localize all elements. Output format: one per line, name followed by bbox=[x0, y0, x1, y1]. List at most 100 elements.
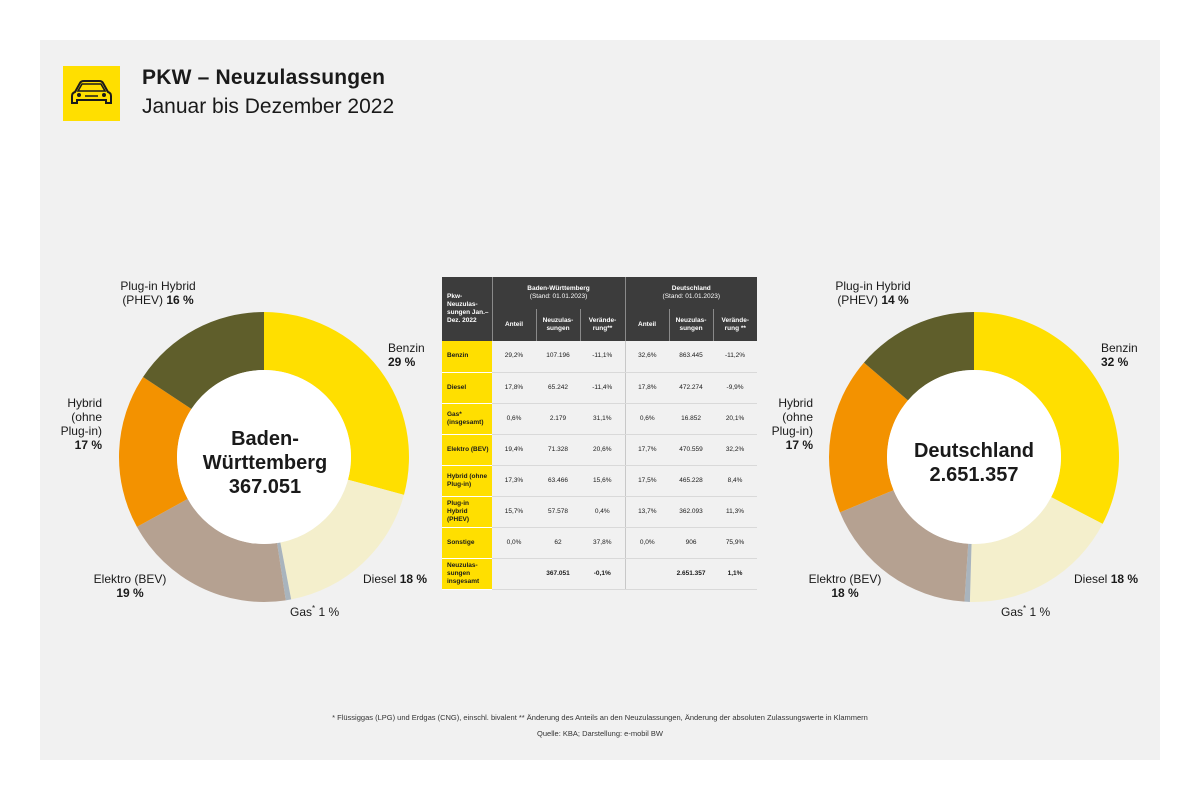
label-bw-phev: Plug-in Hybrid (PHEV) 16 % bbox=[108, 279, 208, 307]
label-bw-elektro-name: Elektro (BEV) bbox=[93, 572, 167, 586]
label-bw-benzin-name: Benzin bbox=[388, 341, 425, 355]
table-cell: 1,1% bbox=[713, 558, 758, 590]
table-cell: 2.179 bbox=[536, 403, 580, 435]
label-de-hybrid-sub1: (ohne bbox=[782, 410, 813, 424]
label-bw-phev-value: 16 % bbox=[166, 293, 194, 307]
table-cell: 13,7% bbox=[624, 496, 670, 528]
table-row: Benzin 29,2% 107.196 -11,1% 32,6% 863.445 -11,… bbox=[442, 341, 758, 373]
label-bw-hybrid-name: Hybrid bbox=[67, 396, 102, 410]
label-bw-benzin: Benzin 29 % bbox=[388, 341, 425, 369]
donut-bw-slice-0 bbox=[264, 312, 409, 495]
donut-bw-slice-5 bbox=[143, 312, 264, 410]
table-cell: -0,1% bbox=[580, 558, 626, 590]
table-row-label: Neuzulas-sungen insgesamt bbox=[442, 558, 492, 590]
label-bw-gas-name: Gas bbox=[290, 605, 313, 619]
table-cell: 17,3% bbox=[492, 465, 536, 497]
label-de-benzin-value: 32 % bbox=[1101, 355, 1129, 369]
donut-de-slice-4 bbox=[829, 362, 908, 513]
table-cell: -9,9% bbox=[713, 372, 758, 404]
table-cell: 62 bbox=[536, 527, 580, 559]
table-row-label: Elektro (BEV) bbox=[442, 434, 492, 466]
table-cell: 0,0% bbox=[624, 527, 670, 559]
table-row: Neuzulas-sungen insgesamt 367.051 -0,1% 2.6… bbox=[442, 558, 758, 590]
table-col-header: Neuzulas-sungen bbox=[669, 309, 714, 341]
label-de-diesel-name: Diesel bbox=[1074, 572, 1108, 586]
table-group-de-sub: (Stand: 01.01.2023) bbox=[662, 293, 721, 300]
center-label-de-line1: Deutschland bbox=[913, 440, 1035, 462]
label-bw-benzin-value: 29 % bbox=[388, 355, 416, 369]
table-cell: 472.274 bbox=[669, 372, 714, 404]
table-corner: Pkw-Neuzulas-sungen Jan.–Dez. 2022 bbox=[442, 277, 493, 341]
table-cell: 20,6% bbox=[580, 434, 626, 466]
label-bw-phev-name: Plug-in Hybrid bbox=[120, 279, 196, 293]
table-cell: 17,7% bbox=[624, 434, 670, 466]
table-cell: 32,2% bbox=[713, 434, 758, 466]
table-cell: -11,2% bbox=[713, 341, 758, 373]
table-cell: 75,9% bbox=[713, 527, 758, 559]
label-de-elektro: Elektro (BEV) 18 % bbox=[795, 572, 895, 600]
table-cell: 32,6% bbox=[624, 341, 670, 373]
label-bw-hybrid-sub1: (ohne bbox=[71, 410, 102, 424]
footnote-text: * Flüssiggas (LPG) und Erdgas (CNG), ein… bbox=[332, 713, 868, 722]
label-de-hybrid-name: Hybrid bbox=[778, 396, 813, 410]
table-cell bbox=[624, 558, 670, 590]
label-de-gas-value: 1 % bbox=[1029, 605, 1051, 619]
donut-chart-bw bbox=[119, 312, 409, 602]
label-de-diesel-value: 18 % bbox=[1110, 572, 1139, 586]
table-col-header: Anteil bbox=[625, 309, 670, 341]
table-cell: 20,1% bbox=[713, 403, 758, 435]
label-bw-gas-asterisk: * bbox=[312, 604, 316, 613]
table-cell: 15,6% bbox=[580, 465, 626, 497]
donut-de-center-hole bbox=[887, 370, 1061, 544]
label-bw-diesel: Diesel 18 % bbox=[363, 572, 427, 586]
registration-table: Pkw-Neuzulas-sungen Jan.–Dez. 2022 Baden… bbox=[442, 277, 758, 590]
table-cell: 863.445 bbox=[669, 341, 714, 373]
page-title: PKW – Neuzulassungen bbox=[142, 66, 386, 89]
table-cell: 65.242 bbox=[536, 372, 580, 404]
table-row: Elektro (BEV) 19,4% 71.328 20,6% 17,7% 470.55… bbox=[442, 434, 758, 466]
table-row: Gas* (insgesamt) 0,6% 2.179 31,1% 0,6% 16.852… bbox=[442, 403, 758, 435]
table-row: Sonstige 0,0% 62 37,8% 0,0% 906 75,9% bbox=[442, 527, 758, 559]
label-bw-hybrid-sub2: Plug-in) bbox=[60, 424, 102, 438]
table-row-label: Benzin bbox=[442, 341, 492, 373]
table-col-header: Verände-rung ** bbox=[713, 309, 758, 341]
label-de-phev-sub: (PHEV) bbox=[837, 293, 878, 307]
table-cell: 29,2% bbox=[492, 341, 536, 373]
table-group-bw-name: Baden-Württemberg bbox=[527, 285, 590, 292]
label-bw-elektro-value: 19 % bbox=[116, 586, 144, 600]
center-label-bw-total: 367.051 bbox=[228, 476, 302, 498]
table-cell: 31,1% bbox=[580, 403, 626, 435]
table-cell: 17,8% bbox=[624, 372, 670, 404]
label-de-elektro-value: 18 % bbox=[831, 586, 859, 600]
label-de-gas-asterisk: * bbox=[1023, 604, 1027, 613]
label-de-gas-name: Gas bbox=[1001, 605, 1024, 619]
table-group-de: Deutschland (Stand: 01.01.2023) bbox=[625, 277, 758, 309]
center-label-de-total: 2.651.357 bbox=[929, 464, 1019, 486]
center-label-bw: Baden- Württemberg 367.051 bbox=[190, 427, 340, 499]
label-de-hybrid-value: 17 % bbox=[785, 438, 813, 452]
donut-bw-slice-4 bbox=[119, 377, 192, 527]
logo-box bbox=[63, 66, 120, 121]
table-cell: 367.051 bbox=[536, 558, 580, 590]
table-col-header: Neuzulas-sungen bbox=[536, 309, 581, 341]
label-bw-phev-sub: (PHEV) bbox=[122, 293, 163, 307]
label-bw-gas: Gas* 1 % bbox=[290, 602, 339, 619]
table-row-label: Hybrid (ohne Plug-in) bbox=[442, 465, 492, 497]
table-group-bw: Baden-Württemberg (Stand: 01.01.2023) bbox=[492, 277, 626, 309]
donut-bw-slice-2 bbox=[277, 542, 292, 601]
table-cell: 0,6% bbox=[624, 403, 670, 435]
donut-de-slice-3 bbox=[839, 490, 969, 602]
page-subtitle: Januar bis Dezember 2022 bbox=[142, 95, 395, 118]
label-de-hybrid-sub2: Plug-in) bbox=[771, 424, 813, 438]
table-cell: 0,4% bbox=[580, 496, 626, 528]
table-body: Benzin 29,2% 107.196 -11,1% 32,6% 863.445 -11,… bbox=[442, 341, 758, 590]
table-cell: 37,8% bbox=[580, 527, 626, 559]
table-cell: 17,5% bbox=[624, 465, 670, 497]
table-cell: 362.093 bbox=[669, 496, 714, 528]
table-cell: -11,1% bbox=[580, 341, 626, 373]
center-label-bw-line1: Baden- bbox=[231, 428, 299, 450]
label-de-hybrid: Hybrid (ohne Plug-in) 17 % bbox=[761, 396, 813, 452]
table-group-de-name: Deutschland bbox=[671, 285, 711, 292]
label-de-phev-value: 14 % bbox=[881, 293, 909, 307]
table-row: Diesel 17,8% 65.242 -11,4% 17,8% 472.274 -9,9% bbox=[442, 372, 758, 404]
